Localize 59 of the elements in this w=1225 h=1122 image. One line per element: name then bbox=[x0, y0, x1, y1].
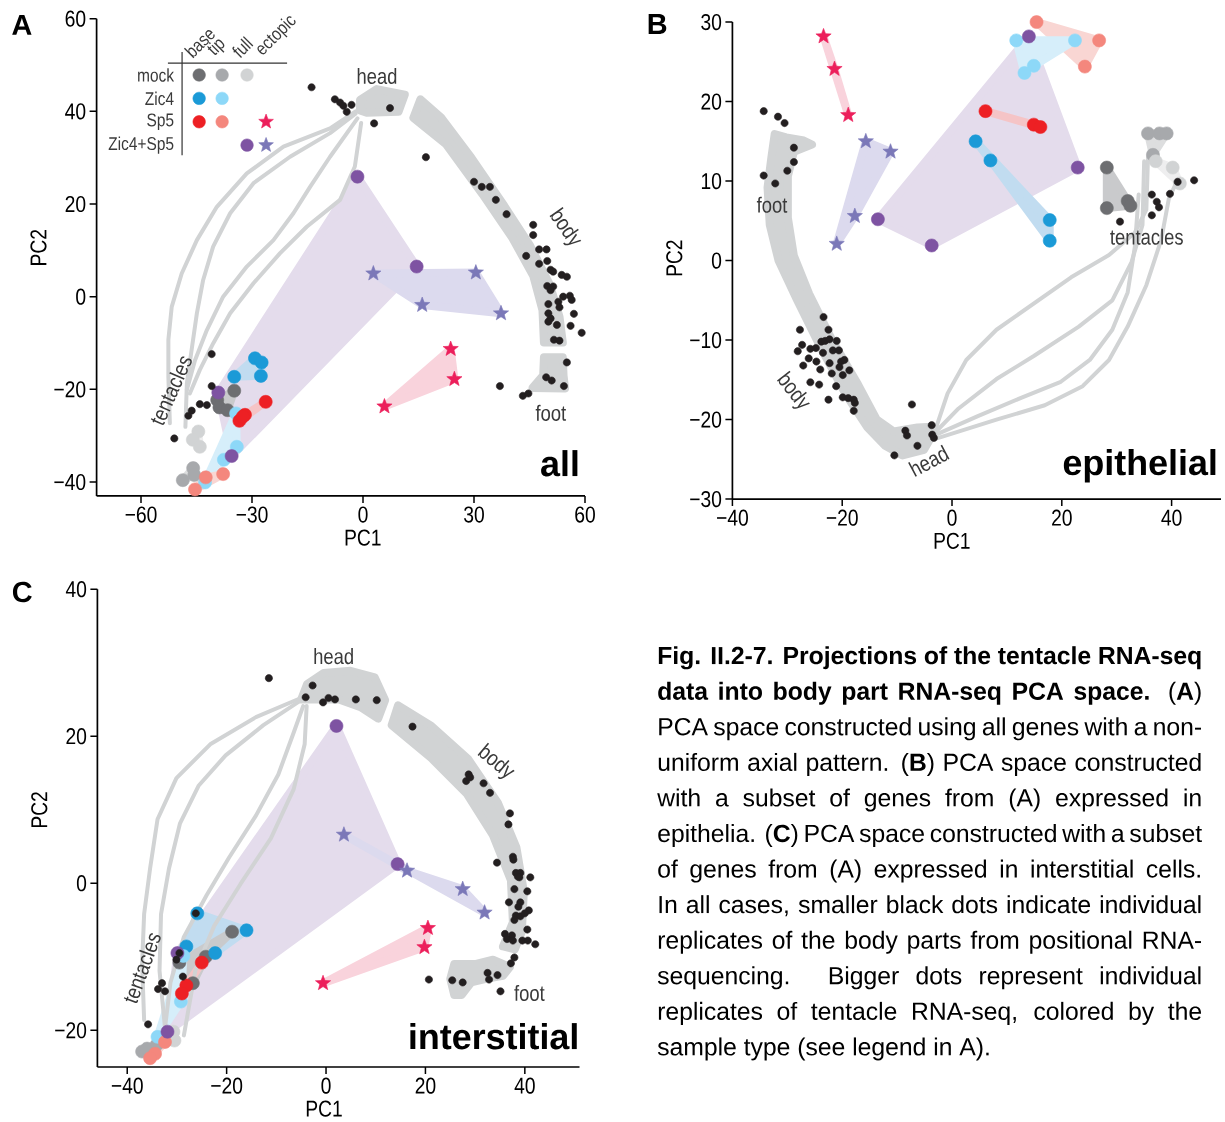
annotation: Sp5 bbox=[147, 113, 174, 131]
text: Fig. II.2-7. Projections of the tentacle RNA-seq data into body part RNA-seq PCA space. (A) PCA space constructed using all genes with a non-uniform axial pattern. (B) PCA space constructed with a subset of genes from (A) expressed in epithelia. (C) PCA space constructed with a subset of genes from (A) expressed in interstitial cells. In all cases, smaller black dots indicate individual replicates of the body parts from positional RNA-sequencing. Bigger dots represent individual replicates of tentacle RNA-seq, colored by the sample type (see legend in A). bbox=[657, 646, 1202, 1061]
y-tick-label: 0 bbox=[76, 875, 87, 892]
annotation: Zic4 bbox=[145, 91, 174, 106]
y-tick-label: 40 bbox=[65, 581, 87, 598]
y-tick-label: 20 bbox=[65, 195, 86, 213]
y-tick-label: −20 bbox=[54, 381, 86, 398]
annotation: Zic4+Sp5 bbox=[108, 136, 174, 154]
y-axis-title: PC2 bbox=[30, 229, 47, 265]
text: B bbox=[648, 14, 667, 34]
x-tick-label: 0 bbox=[321, 1077, 331, 1094]
y-axis-title: PC2 bbox=[666, 240, 683, 276]
x-axis-title: PC1 bbox=[345, 529, 381, 546]
annotation: head bbox=[908, 444, 950, 477]
x-tick-label: 40 bbox=[514, 1077, 535, 1094]
annotation: foot bbox=[535, 404, 567, 421]
text: interstitial bbox=[410, 1023, 577, 1050]
y-tick-label: 30 bbox=[701, 13, 722, 31]
text: all bbox=[541, 450, 578, 477]
annotation: foot bbox=[756, 196, 788, 213]
annotation: tentacles bbox=[1110, 228, 1183, 245]
y-axis-title: PC2 bbox=[31, 792, 48, 828]
x-tick-label: 30 bbox=[464, 506, 484, 523]
annotation: head bbox=[314, 648, 353, 665]
x-tick-label: 0 bbox=[358, 506, 368, 523]
x-tick-label: −40 bbox=[717, 509, 748, 526]
y-tick-label: 0 bbox=[76, 288, 86, 305]
annotation: tentacles bbox=[123, 933, 161, 1004]
annotation: head bbox=[357, 67, 397, 84]
x-tick-label: 0 bbox=[947, 509, 957, 526]
x-tick-label: −40 bbox=[111, 1077, 143, 1094]
annotation: body bbox=[477, 742, 515, 780]
y-tick-label: 20 bbox=[701, 93, 722, 110]
y-tick-label: −10 bbox=[690, 331, 722, 349]
annotation: full bbox=[232, 36, 254, 58]
x-tick-label: 60 bbox=[575, 506, 595, 523]
x-tick-label: −60 bbox=[125, 506, 157, 523]
annotation: foot bbox=[514, 984, 545, 1001]
text: C bbox=[12, 581, 32, 603]
y-tick-label: −20 bbox=[55, 1022, 87, 1039]
x-tick-label: −20 bbox=[211, 1077, 243, 1094]
annotation: mock bbox=[138, 68, 175, 82]
x-tick-label: −30 bbox=[236, 506, 268, 523]
x-tick-label: −20 bbox=[826, 509, 858, 526]
x-tick-label: 20 bbox=[415, 1077, 436, 1094]
y-tick-label: −20 bbox=[690, 411, 722, 428]
x-tick-label: 40 bbox=[1161, 509, 1182, 526]
x-axis-title: PC1 bbox=[934, 532, 970, 549]
y-tick-label: 10 bbox=[701, 172, 722, 190]
x-axis-title: PC1 bbox=[306, 1100, 342, 1117]
y-tick-label: −30 bbox=[690, 490, 722, 508]
y-tick-label: 60 bbox=[65, 10, 86, 27]
x-tick-label: 20 bbox=[1052, 509, 1072, 526]
y-tick-label: 0 bbox=[711, 252, 722, 269]
text: epithelial bbox=[1063, 449, 1216, 483]
text: A bbox=[12, 14, 32, 35]
y-tick-label: −40 bbox=[54, 473, 86, 491]
y-tick-label: 20 bbox=[66, 728, 87, 745]
y-tick-label: 40 bbox=[65, 103, 86, 120]
